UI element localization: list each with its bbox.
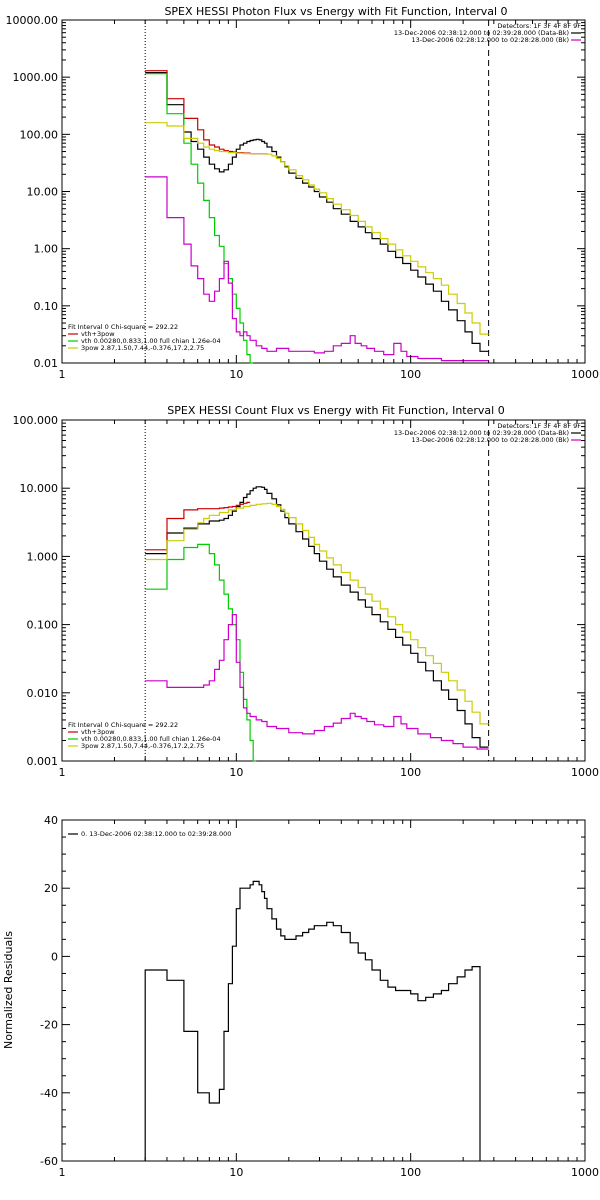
series-line-3pow: [145, 502, 489, 725]
legend-entry: vth 0.00280,0.833,1.00 full chian 1.26e-…: [81, 337, 221, 345]
series-line-0: [144, 880, 481, 1161]
y-tick-label: -20: [40, 1019, 58, 1032]
x-tick-label: 100: [400, 368, 421, 381]
series-line-bk: [145, 176, 489, 362]
y-tick-label: 0.10: [34, 300, 59, 313]
x-tick-label: 1: [59, 1166, 66, 1179]
y-tick-label: 20: [44, 882, 58, 895]
y-tick-label: 10000.00: [6, 14, 59, 27]
legend-entry: 13-Dec-2006 02:38:12.000 to 02:39:28.000…: [394, 29, 569, 37]
legend-entry: 3pow 2.87,1.50,7.44,-0.376,17.2,2.75: [81, 344, 204, 352]
y-tick-label: 0: [51, 950, 58, 963]
count-flux-title: SPEX HESSI Count Flux vs Energy with Fit…: [167, 404, 504, 417]
y-tick-label: 0.001: [27, 755, 59, 768]
y-tick-label: 1.000: [27, 550, 59, 563]
y-tick-label: 40: [44, 814, 58, 827]
series-line-bk: [145, 614, 489, 750]
legend-entry: Fit Interval 0 Chi-square = 292.22: [68, 721, 178, 729]
series-line-vth: [145, 73, 254, 364]
count-flux-plot-frame: [61, 419, 586, 762]
x-tick-label: 10: [229, 1166, 243, 1179]
photon-flux-title: SPEX HESSI Photon Flux vs Energy with Fi…: [164, 5, 507, 18]
series-line-data-bk: [145, 72, 489, 352]
legend-entry: vth+3pow: [81, 728, 115, 736]
photon-flux-plot-frame: [61, 19, 586, 364]
residuals-panel: Normalized Residuals 1 10 100 1000 -60 -40 -2…: [2, 814, 599, 1179]
series-line-vth-3pow: [145, 501, 251, 551]
legend-entry: 13-Dec-2006 02:28:12.000 to 02:28:28.000…: [412, 36, 570, 44]
legend-entry: vth+3pow: [81, 330, 115, 338]
legend-entry: 3pow 2.87,1.50,7.44,-0.376,17.2,2.75: [81, 742, 204, 750]
y-tick-label: 0.100: [27, 619, 59, 632]
legend-entry: 0. 13-Dec-2006 02:38:12.000 to 02:39:28.…: [81, 830, 231, 838]
x-tick-label: 1: [59, 766, 66, 779]
residuals-plot-frame: [61, 819, 586, 1162]
x-tick-label: 10: [229, 368, 243, 381]
legend-entry: Detectors: 1F 3F 4F 8F 9F: [497, 22, 581, 30]
y-tick-label: -40: [40, 1087, 58, 1100]
series-line-vth: [145, 543, 257, 762]
series-line-data-bk: [145, 486, 489, 748]
y-tick-label: 100.00: [20, 128, 59, 141]
y-tick-label: 1.00: [34, 243, 59, 256]
y-tick-label: 1000.00: [13, 71, 59, 84]
x-tick-label: 1000: [571, 1166, 599, 1179]
x-tick-label: 100: [400, 766, 421, 779]
y-tick-label: 100.000: [13, 414, 59, 427]
x-tick-label: 1: [59, 368, 66, 381]
legend-entry: 13-Dec-2006 02:38:12.000 to 02:39:28.000…: [394, 429, 569, 437]
y-tick-label: 0.010: [27, 687, 59, 700]
y-tick-label: 10.00: [27, 186, 59, 199]
x-tick-label: 100: [400, 1166, 421, 1179]
legend-entry: Fit Interval 0 Chi-square = 292.22: [68, 323, 178, 331]
residuals-y-axis-label: Normalized Residuals: [2, 931, 15, 1049]
legend-entry: 13-Dec-2006 02:28:12.000 to 02:28:28.000…: [412, 436, 570, 444]
x-tick-label: 10: [229, 766, 243, 779]
x-tick-label: 1000: [571, 368, 599, 381]
y-tick-label: 10.000: [20, 482, 59, 495]
series-line-3pow: [145, 122, 489, 335]
y-tick-label: -60: [40, 1155, 58, 1168]
y-tick-label: 0.01: [34, 357, 59, 370]
legend-entry: Detectors: 1F 3F 4F 8F 9F: [497, 422, 581, 430]
x-tick-label: 1000: [571, 766, 599, 779]
legend-entry: vth 0.00280,0.833,1.00 full chian 1.26e-…: [81, 735, 221, 743]
photon-flux-panel: SPEX HESSI Photon Flux vs Energy with Fi…: [6, 5, 600, 381]
count-flux-panel: SPEX HESSI Count Flux vs Energy with Fit…: [13, 404, 600, 779]
